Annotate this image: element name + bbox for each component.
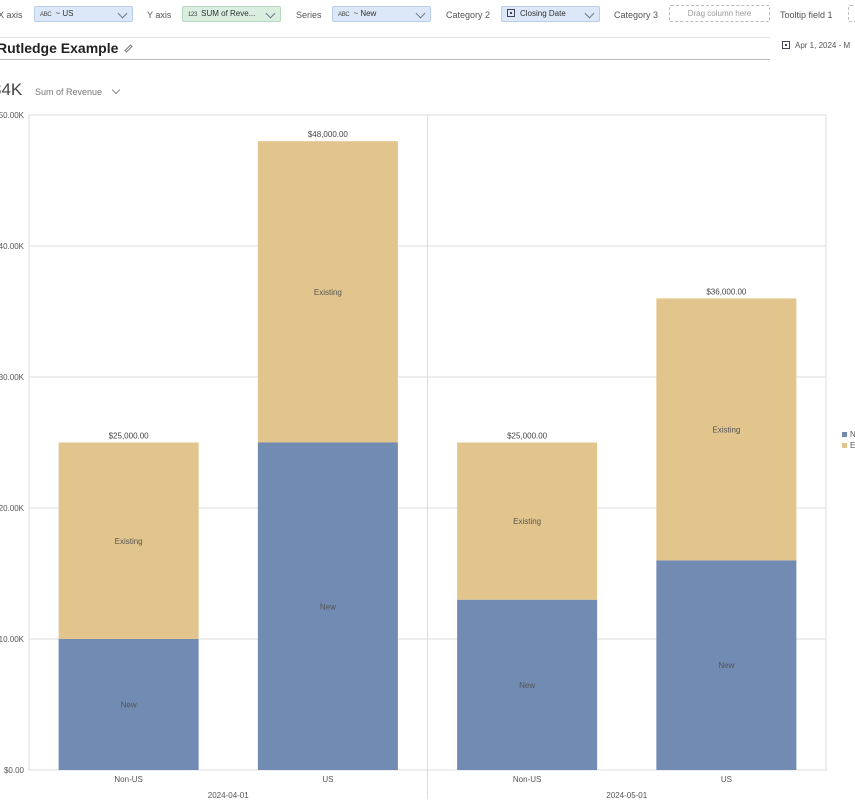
bar-segment-label: Existing (513, 517, 541, 526)
category3-label: Category 3 (614, 10, 659, 20)
bar-segment-label: Existing (314, 288, 342, 297)
tooltip-field-label: Tooltip field 1 (780, 10, 833, 20)
kpi-value: 34K (0, 80, 23, 99)
calendar-icon (782, 41, 790, 49)
y-axis-field-value: SUM of Reve... (201, 9, 256, 18)
bar-segment-label: Existing (115, 537, 143, 546)
bar-segment-new (257, 442, 398, 770)
x-axis-field-value: ~ US (55, 9, 74, 18)
bar-total-label: $48,000.00 (308, 130, 349, 139)
page-title: Rutledge Example (0, 40, 134, 56)
x-tick-label: Non-US (114, 775, 142, 784)
legend-swatch (842, 443, 847, 448)
series-field-pill[interactable]: ABC ~ New (332, 6, 431, 22)
legend-item-new[interactable]: N (842, 430, 855, 439)
tooltip-dropzone[interactable] (848, 5, 855, 22)
legend-swatch (842, 432, 847, 437)
y-tick-label: $0.00 (4, 766, 25, 775)
text-type-icon: ABC (40, 12, 52, 18)
legend-label: N (850, 430, 855, 439)
number-type-icon: 123 (188, 12, 198, 18)
title-bar: Rutledge Example (0, 37, 770, 60)
x-group-label: 2024-04-01 (208, 791, 249, 800)
y-axis-label: Y axis (147, 10, 172, 20)
bar-segment-existing (457, 442, 598, 600)
x-tick-label: Non-US (513, 775, 541, 784)
x-tick-label: US (322, 775, 333, 784)
y-axis-field-pill[interactable]: 123 SUM of Reve... (182, 6, 281, 22)
chart-title-text: Rutledge Example (0, 40, 119, 56)
bar-segment-label: New (519, 681, 535, 690)
y-tick-label: 30.00K (0, 373, 25, 382)
bar-segment-existing (58, 442, 199, 639)
bar-total-label: $36,000.00 (706, 287, 747, 296)
legend-item-existing[interactable]: E (842, 441, 855, 450)
x-axis-label: X axis (0, 10, 23, 20)
series-label: Series (296, 10, 322, 20)
date-range-value: Apr 1, 2024 - M (795, 41, 851, 50)
x-axis-field-pill[interactable]: ABC ~ US (34, 6, 133, 22)
bar-total-label: $25,000.00 (109, 432, 150, 441)
bar-segment-new (58, 639, 199, 770)
bar-segment-new (457, 599, 598, 770)
bar-segment-existing (656, 298, 797, 561)
bar-segment-label: New (320, 602, 336, 611)
category3-dropzone[interactable]: Drag column here (669, 5, 770, 22)
category2-field-pill[interactable]: Closing Date (501, 6, 600, 22)
y-tick-label: 50.00K (0, 111, 25, 120)
text-type-icon: ABC (338, 12, 350, 18)
bar-total-label: $25,000.00 (507, 432, 548, 441)
y-tick-label: 20.00K (0, 504, 25, 513)
chart-config-toolbar: X axis ABC ~ US Y axis 123 SUM of Reve... … (0, 0, 855, 30)
series-field-value: ~ New (353, 9, 377, 18)
bar-segment-existing (257, 141, 398, 443)
x-tick-label: US (721, 775, 732, 784)
date-range-picker[interactable]: Apr 1, 2024 - M (782, 41, 850, 50)
y-tick-label: 10.00K (0, 635, 25, 644)
calendar-icon (507, 9, 515, 17)
kpi-measure-label[interactable]: Sum of Revenue (35, 87, 103, 97)
y-tick-label: 40.00K (0, 242, 25, 251)
category2-label: Category 2 (446, 10, 491, 20)
bar-segment-new (656, 560, 797, 770)
bar-segment-label: Existing (712, 425, 740, 434)
bar-segment-label: New (121, 701, 137, 710)
x-group-label: 2024-05-01 (606, 791, 647, 800)
category2-field-value: Closing Date (520, 9, 566, 18)
legend-label: E (850, 441, 855, 450)
bar-segment-label: New (718, 661, 734, 670)
